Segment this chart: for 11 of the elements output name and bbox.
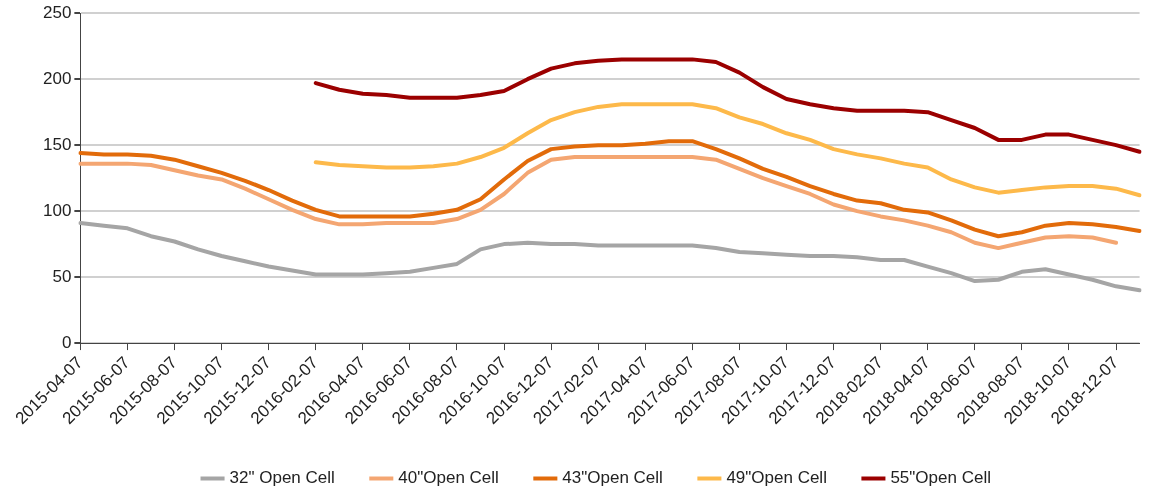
legend-label: 55"Open Cell: [890, 468, 991, 488]
legend-label: 32" Open Cell: [229, 468, 335, 488]
y-tick-label: 100: [42, 200, 72, 220]
y-tick-label: 250: [42, 2, 72, 22]
legend-label: 40"Open Cell: [398, 468, 499, 488]
y-tick-label: 200: [42, 68, 72, 88]
legend-label: 49"Open Cell: [726, 468, 827, 488]
y-tick-label: 0: [61, 332, 72, 352]
legend-label: 43"Open Cell: [562, 468, 663, 488]
y-tick-label: 150: [42, 134, 72, 154]
y-tick-label: 50: [52, 266, 72, 286]
